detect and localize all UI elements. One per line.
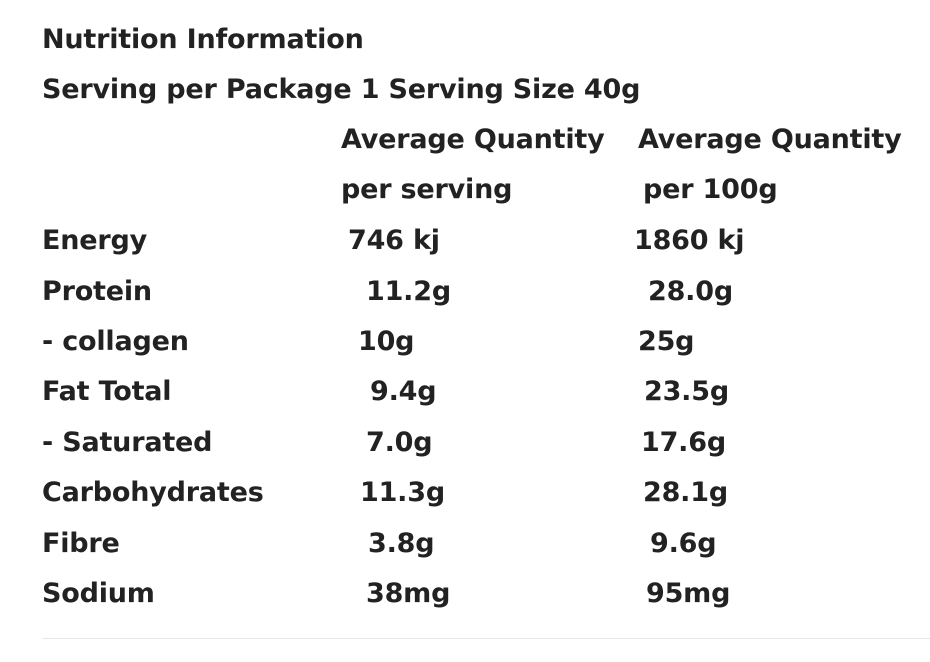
per-serving-value: 9.4g — [370, 376, 437, 407]
nutrient-name: Protein — [42, 276, 152, 307]
per-100g-value: 17.6g — [641, 427, 726, 458]
per-100g-value: 1860 kj — [634, 225, 745, 256]
nutrient-name: Fibre — [42, 528, 120, 559]
header-per-100g-line1: Average Quantity — [638, 124, 902, 155]
panel-title: Nutrition Information — [42, 24, 364, 55]
per-100g-value: 23.5g — [644, 376, 729, 407]
per-serving-value: 10g — [358, 326, 415, 357]
bottom-divider — [42, 638, 930, 639]
per-serving-value: 11.3g — [360, 477, 445, 508]
per-serving-value: 746 kj — [348, 225, 440, 256]
per-100g-value: 25g — [638, 326, 695, 357]
nutrient-name: - Saturated — [42, 427, 213, 458]
per-100g-value: 95mg — [646, 578, 731, 609]
per-serving-value: 3.8g — [368, 528, 435, 559]
header-per-serving-line1: Average Quantity — [341, 124, 605, 155]
nutrient-name: Sodium — [42, 578, 155, 609]
per-serving-value: 11.2g — [366, 276, 451, 307]
nutrient-name: Energy — [42, 225, 148, 256]
per-serving-value: 7.0g — [366, 427, 433, 458]
header-per-100g-line2: per 100g — [643, 174, 778, 205]
per-100g-value: 28.0g — [648, 276, 733, 307]
per-100g-value: 9.6g — [650, 528, 717, 559]
header-per-serving-line2: per serving — [341, 174, 513, 205]
per-serving-value: 38mg — [366, 578, 451, 609]
serving-info: Serving per Package 1 Serving Size 40g — [42, 74, 641, 105]
nutrient-name: - collagen — [42, 326, 189, 357]
nutrient-name: Carbohydrates — [42, 477, 264, 508]
nutrient-name: Fat Total — [42, 376, 172, 407]
per-100g-value: 28.1g — [643, 477, 728, 508]
